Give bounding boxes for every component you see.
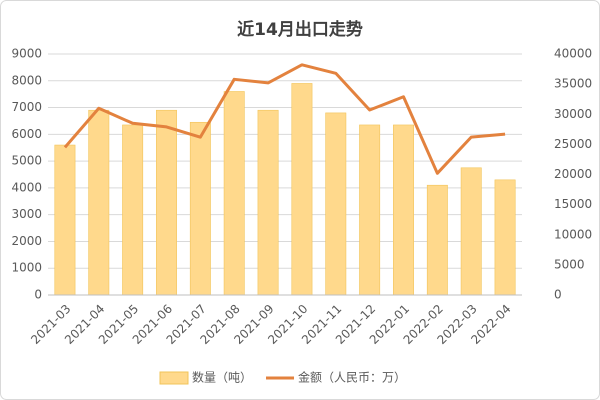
y2-tick-label: 25000 [554,137,592,151]
y2-tick-label: 5000 [554,257,585,271]
y2-tick-label: 0 [554,288,562,302]
y-tick-label: 3000 [11,207,42,221]
y-tick-label: 1000 [11,261,42,275]
y-tick-label: 7000 [11,100,42,114]
bar [223,91,245,296]
y-tick-label: 9000 [11,47,42,61]
y2-tick-label: 15000 [554,197,592,211]
bar [189,121,211,296]
y2-tick-label: 35000 [554,77,592,91]
y-tick-label: 2000 [11,234,42,248]
legend-swatch [159,371,189,385]
bar [359,124,381,296]
y2-tick-label: 20000 [554,167,592,181]
y-tick-label: 5000 [11,154,42,168]
legend-label: 数量（吨） [192,370,252,385]
bar [494,179,516,296]
legend-label: 金额（人民币：万） [298,370,406,385]
line [63,63,506,175]
bar [54,144,76,296]
bar [156,109,177,296]
y-tick-label: 6000 [11,127,42,141]
y2-tick-label: 10000 [554,227,592,241]
bar [88,109,110,296]
chart-title: 近14月出口走势 [237,19,363,40]
y2-tick-label: 40000 [554,47,592,61]
y-tick-label: 0 [34,288,42,302]
bar [460,167,482,296]
bar [122,124,144,296]
bar [257,109,279,296]
bar [393,124,414,296]
y-tick-label: 4000 [11,180,42,194]
bar [291,83,313,296]
y-tick-label: 8000 [11,73,42,87]
bar [325,112,347,296]
y2-tick-label: 30000 [554,107,592,121]
bar [426,184,448,296]
